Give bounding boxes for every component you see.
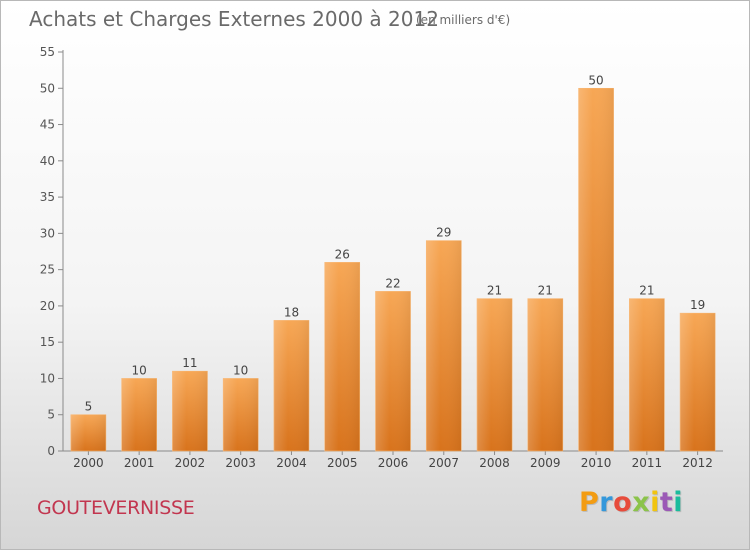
x-tick-label-2009: 2009 — [530, 456, 561, 470]
chart-title: Achats et Charges Externes 2000 à 2012 — [29, 7, 439, 31]
bar-shine-2009 — [527, 298, 563, 451]
y-tick-label: 50 — [40, 81, 55, 95]
y-tick-label: 5 — [47, 408, 55, 422]
bar-shine-2008 — [477, 298, 513, 451]
x-tick-label-2006: 2006 — [378, 456, 409, 470]
x-tick-label-2012: 2012 — [682, 456, 713, 470]
logo-letter: t — [659, 487, 674, 518]
bar-shine-2012 — [680, 313, 716, 451]
x-tick-label-2007: 2007 — [428, 456, 459, 470]
value-label-2003: 10 — [233, 363, 248, 377]
y-tick-label: 20 — [40, 299, 55, 313]
x-tick-label-2011: 2011 — [632, 456, 663, 470]
x-tick-label-2004: 2004 — [276, 456, 307, 470]
value-label-2002: 11 — [182, 356, 197, 370]
value-label-2000: 5 — [85, 400, 93, 414]
bar-chart: 0 5 10 15 20 25 30 35 40 45 50 55 5 2000 10 2001 11 2002… — [40, 45, 723, 470]
y-tick-label: 45 — [40, 118, 55, 132]
bar-shine-2003 — [223, 378, 259, 451]
bar-shine-2002 — [172, 371, 208, 451]
bar-shine-2006 — [375, 291, 411, 451]
value-label-2011: 21 — [639, 284, 654, 298]
chart-subtitle: (en milliers d'€) — [416, 13, 511, 27]
x-tick-label-2002: 2002 — [175, 456, 206, 470]
value-label-2008: 21 — [487, 284, 502, 298]
value-label-2005: 26 — [335, 247, 350, 261]
bar-shine-2007 — [426, 240, 462, 451]
y-tick-label: 30 — [40, 226, 55, 240]
logo-letter: x — [632, 487, 651, 518]
commune-name: GOUTEVERNISSE — [37, 497, 195, 519]
value-label-2009: 21 — [538, 284, 553, 298]
y-tick-label: 15 — [40, 335, 55, 349]
bar-shine-2005 — [324, 262, 360, 451]
logo-letter: i — [673, 487, 684, 518]
proxiti-logo[interactable]: Proxiti — [579, 487, 683, 518]
x-tick-label-2001: 2001 — [124, 456, 155, 470]
y-tick-label: 0 — [47, 444, 55, 458]
x-tick-label-2008: 2008 — [479, 456, 510, 470]
bar-shine-2001 — [121, 378, 157, 451]
x-tick-label-2000: 2000 — [73, 456, 104, 470]
logo-letter: o — [613, 487, 633, 518]
x-tick-label-2010: 2010 — [581, 456, 612, 470]
x-tick-label-2005: 2005 — [327, 456, 358, 470]
value-label-2006: 22 — [385, 276, 400, 290]
x-tick-label-2003: 2003 — [225, 456, 256, 470]
value-label-2001: 10 — [132, 363, 147, 377]
value-label-2012: 19 — [690, 298, 705, 312]
y-tick-label: 40 — [40, 154, 55, 168]
bar-shine-2000 — [70, 414, 106, 451]
logo-letter: r — [599, 487, 614, 518]
y-tick-label: 10 — [40, 371, 55, 385]
value-label-2010: 50 — [588, 73, 603, 87]
y-tick-label: 25 — [40, 263, 55, 277]
y-tick-label: 55 — [40, 45, 55, 59]
bar-shine-2011 — [629, 298, 665, 451]
bar-shine-2010 — [578, 88, 614, 451]
bar-shine-2004 — [273, 320, 309, 451]
value-label-2007: 29 — [436, 226, 451, 240]
logo-letter: P — [579, 487, 600, 518]
value-label-2004: 18 — [284, 305, 299, 319]
y-tick-label: 35 — [40, 190, 55, 204]
logo-letter: i — [650, 487, 660, 518]
